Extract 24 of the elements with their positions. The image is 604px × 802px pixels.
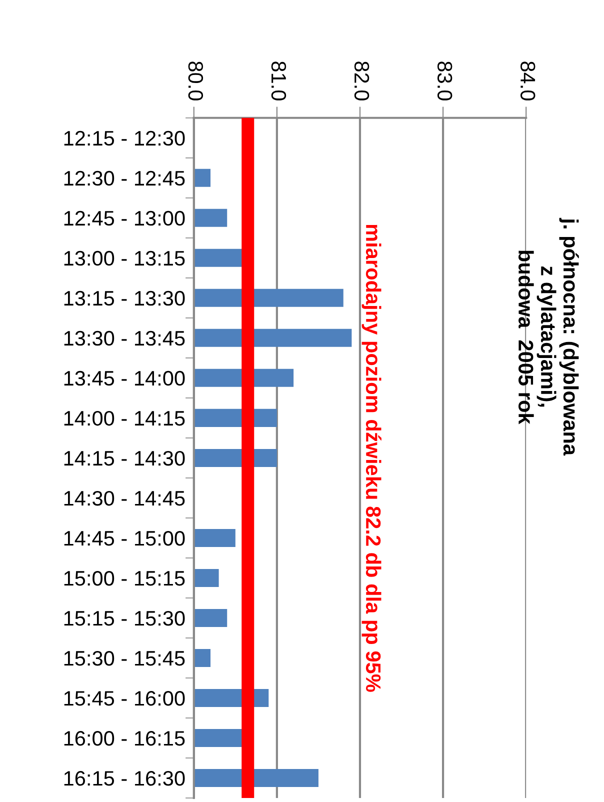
y-tick-label: 15:30 - 15:45 [64,650,185,666]
y-tick-label: 16:15 - 16:30 [64,770,185,786]
y-tick-label: 15:15 - 15:30 [64,610,185,626]
y-tick-label: 16:00 - 16:15 [64,730,185,746]
y-tick-label: 13:15 - 13:30 [64,290,185,306]
x-tick-label: 82.0 [354,62,370,100]
y-tick-label: 13:00 - 13:15 [64,250,185,266]
y-tick-label: 12:30 - 12:45 [64,170,185,186]
y-tick-label: 13:30 - 13:45 [64,330,185,346]
y-tick-label: 15:00 - 15:15 [64,570,185,586]
y-tick-label: 14:15 - 14:30 [64,450,185,466]
y-tick-label: 12:45 - 13:00 [64,210,185,226]
y-tick-label: 12:15 - 12:30 [64,130,185,146]
y-tick-label: 14:00 - 14:15 [64,410,185,426]
ref-line-label: miarodajny poziom dźwieku 82.2 db dla pp 95% [362,224,382,692]
x-tick-label: 84.0 [520,62,536,100]
x-tick-label: 83.0 [437,62,452,100]
x-tick-label: 81.0 [271,62,286,100]
y-tick-label: 15:45 - 16:00 [64,690,185,706]
y-tick-label: 14:45 - 15:00 [64,530,185,546]
y-tick-label: 13:45 - 14:00 [64,370,185,386]
x-tick-label: 80.0 [188,62,204,100]
text: j. północna: (dyblowana z dylatacjami), budowa 2005 rok [518,218,579,456]
y-tick-label: 14:30 - 14:45 [64,490,185,506]
